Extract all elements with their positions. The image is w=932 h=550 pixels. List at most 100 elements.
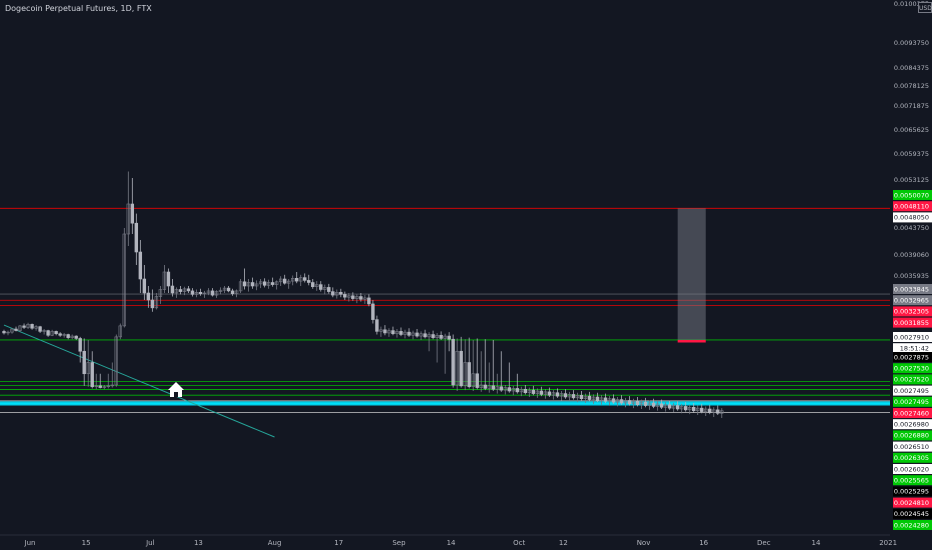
price-badge-label: 18:51:42	[900, 345, 929, 353]
candle-body	[94, 385, 98, 388]
position-box[interactable]	[677, 208, 706, 343]
candle-body	[459, 350, 463, 387]
candle-body	[599, 397, 604, 401]
candle-body	[154, 296, 159, 309]
candle-body	[435, 334, 439, 338]
price-badge-label: 0.0048050	[894, 214, 929, 222]
candle-body	[319, 284, 323, 290]
price-badge	[893, 508, 932, 519]
candle-body	[14, 328, 18, 331]
candle-body	[615, 399, 620, 403]
time-tick-label: Sep	[392, 539, 406, 547]
candle-body	[206, 290, 211, 294]
candle-body	[543, 391, 548, 395]
candle-body	[639, 401, 644, 406]
candle-body	[712, 409, 716, 413]
price-badge	[893, 441, 932, 452]
candle-body	[214, 291, 219, 296]
candle-body	[708, 408, 712, 413]
price-tick-label: 0.0035935	[894, 272, 929, 280]
candle-body	[692, 406, 696, 412]
candle-body	[62, 334, 66, 336]
candle-body	[146, 292, 151, 301]
candle-body	[34, 326, 38, 329]
candle-body	[230, 290, 235, 294]
candle-body	[110, 384, 114, 387]
price-badge-label: 0.0033845	[894, 285, 929, 293]
candle-body	[158, 289, 163, 297]
candle-body	[106, 385, 110, 388]
candle-body	[623, 400, 628, 404]
candle-body	[611, 398, 616, 403]
candle-body	[186, 288, 191, 292]
candle-body	[655, 403, 660, 407]
candle-body	[411, 332, 415, 336]
price-badge-label: 0.0048110	[894, 203, 929, 211]
price-badge	[893, 374, 932, 385]
candle-body	[583, 395, 588, 400]
candle-body	[407, 331, 411, 336]
candle-body	[126, 203, 131, 235]
candle-body	[118, 325, 122, 338]
candle-body	[335, 291, 339, 296]
candle-body	[166, 271, 171, 287]
candle-body	[700, 407, 704, 412]
candle-body	[351, 295, 355, 299]
time-tick-label: 14	[811, 539, 820, 547]
candle-body	[463, 362, 467, 387]
candle-body	[523, 388, 528, 394]
price-badge	[893, 430, 932, 441]
price-badge	[893, 306, 932, 317]
price-badge-label: 0.0027495	[894, 398, 929, 406]
candle-body	[375, 319, 379, 332]
candle-body	[503, 387, 507, 391]
candle-body	[467, 362, 471, 388]
candle-body	[18, 325, 22, 331]
candle-body	[82, 350, 86, 375]
candle-body	[587, 395, 592, 400]
candles	[2, 171, 724, 418]
candle-body	[347, 295, 351, 298]
price-badge	[893, 475, 932, 486]
candle-body	[262, 281, 267, 286]
price-tick-label: 0.0100375	[894, 0, 929, 8]
price-tick-label: 0.0059375	[894, 150, 929, 158]
time-tick-label: Nov	[637, 539, 651, 547]
candle-body	[26, 324, 30, 328]
candle-body	[114, 336, 118, 386]
candle-body	[138, 251, 143, 280]
candle-body	[667, 404, 672, 409]
price-badge	[893, 190, 932, 200]
time-tick-label: 16	[699, 539, 708, 547]
candle-body	[10, 328, 14, 333]
candle-body	[170, 285, 175, 294]
candle-body	[683, 406, 688, 411]
candle-body	[70, 335, 74, 338]
candle-body	[42, 330, 46, 332]
candle-body	[282, 278, 287, 284]
currency-button[interactable]: USD	[918, 2, 932, 13]
time-tick-label: Oct	[513, 539, 525, 547]
candle-body	[66, 334, 70, 338]
candle-body	[451, 338, 455, 386]
candle-body	[198, 291, 203, 294]
candle-body	[675, 405, 680, 410]
time-axis[interactable]: Jun 15 Jul 13 Aug 17 Sep 14 Oct 12 Nov 16 Dec 14 2021	[0, 534, 932, 550]
time-tick-label: 13	[194, 539, 203, 547]
candle-body	[427, 334, 431, 338]
candle-body	[643, 401, 648, 406]
candle-body	[190, 290, 195, 295]
candle-body	[30, 324, 34, 329]
time-tick-label: 14	[447, 539, 456, 547]
home-marker-group	[168, 382, 184, 397]
candle-body	[122, 233, 127, 327]
candle-body	[507, 387, 511, 392]
candle-body	[90, 362, 94, 388]
candle-body	[250, 282, 255, 287]
price-badge-label: 0.0024545	[894, 510, 929, 518]
price-badge	[893, 284, 932, 294]
candle-body	[50, 331, 54, 336]
candle-body	[431, 334, 435, 338]
price-badge-label: 0.0024280	[894, 521, 929, 529]
